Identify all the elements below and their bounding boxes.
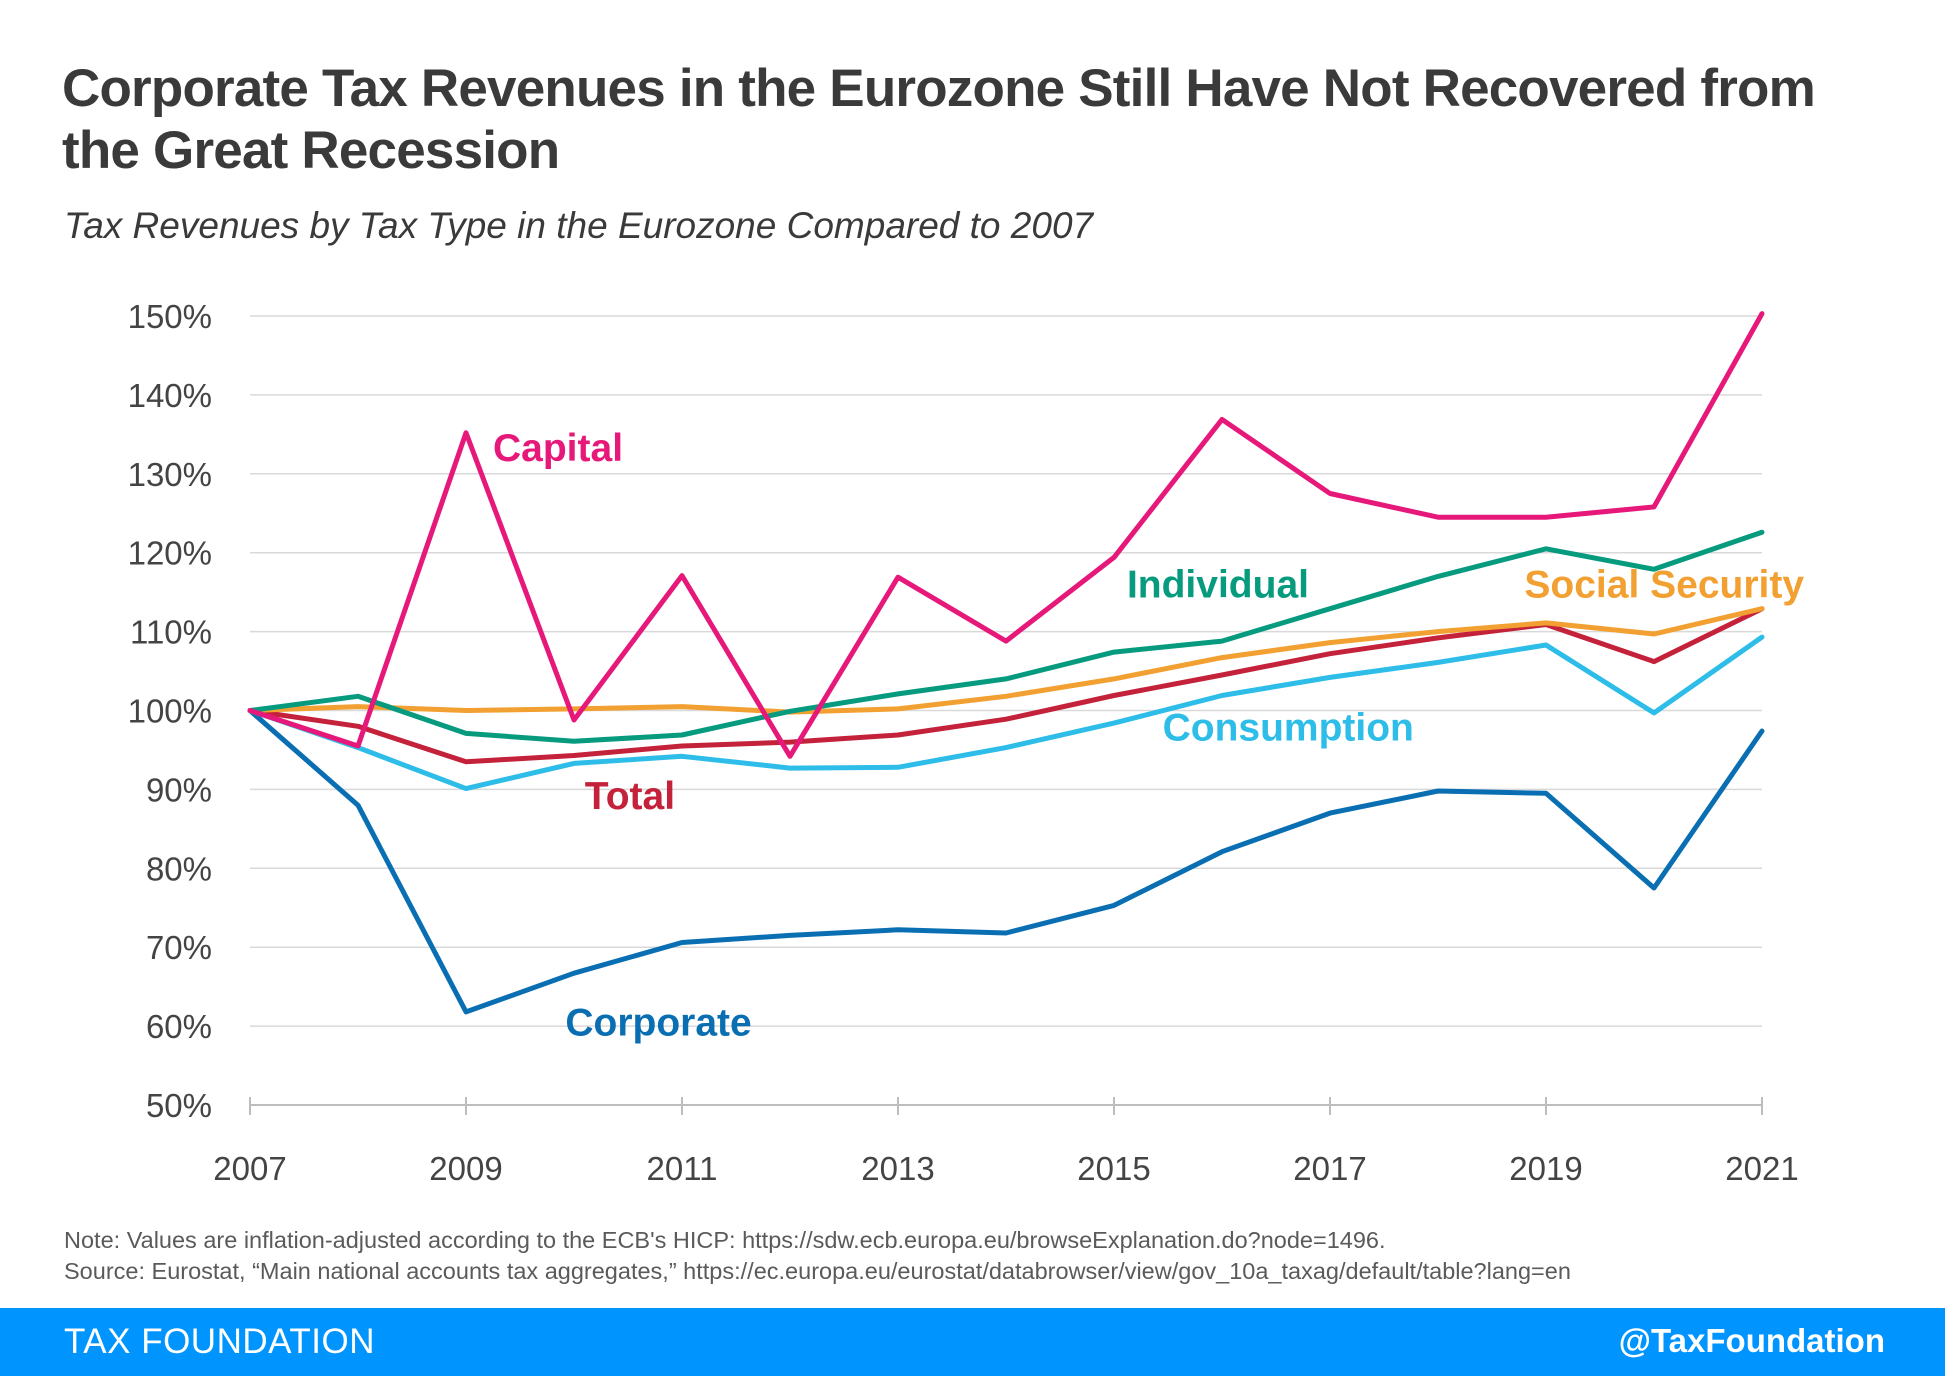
series-label-corporate: Corporate — [565, 1002, 751, 1045]
source-text: Source: Eurostat, “Main national account… — [64, 1258, 1571, 1284]
x-tick-label: 2021 — [1725, 1150, 1798, 1187]
series-line-corporate — [247, 708, 1765, 1015]
y-tick-label: 130% — [128, 456, 212, 493]
y-tick-label: 50% — [146, 1087, 212, 1124]
y-tick-label: 80% — [146, 850, 212, 887]
x-tick-label: 2015 — [1077, 1150, 1150, 1187]
series-line-social-security — [247, 606, 1765, 715]
note-text: Note: Values are inflation-adjusted acco… — [64, 1227, 1386, 1253]
x-tick-label: 2017 — [1293, 1150, 1366, 1187]
gridlines — [250, 315, 1762, 1027]
x-tick-label: 2007 — [213, 1150, 286, 1187]
series-label-total: Total — [585, 775, 675, 818]
y-tick-labels: 50% 60% 70% 80% 90% 100% 110% 120% 130% 140% 150% — [128, 298, 212, 1124]
chart-title: Corporate Tax Revenues in the Eurozone S… — [62, 59, 1816, 180]
series-line-total — [247, 606, 1765, 765]
series-line-individual — [247, 529, 1765, 744]
footer-bar: TAX FOUNDATION @TaxFoundation — [0, 1308, 1945, 1376]
series-label-social-security: Social Security — [1524, 564, 1804, 607]
chart-notes: Note: Values are inflation-adjusted acco… — [64, 1225, 1571, 1287]
series-label-consumption: Consumption — [1163, 706, 1414, 749]
series-labels: Capital Individual Social Security Total Con… — [493, 427, 1804, 1044]
footer-handle: @TaxFoundation — [1618, 1322, 1885, 1359]
y-tick-label: 90% — [146, 771, 212, 808]
x-axis — [249, 1097, 1763, 1115]
y-tick-label: 110% — [130, 614, 212, 651]
x-tick-label: 2009 — [429, 1150, 502, 1187]
x-tick-label: 2011 — [647, 1150, 718, 1187]
y-tick-label: 70% — [146, 929, 212, 966]
series-line-capital — [247, 311, 1765, 759]
x-tick-label: 2013 — [861, 1150, 934, 1187]
chart-subtitle: Tax Revenues by Tax Type in the Eurozone… — [64, 205, 1094, 246]
footer-brand: TAX FOUNDATION — [64, 1322, 375, 1361]
y-tick-label: 120% — [128, 535, 212, 572]
y-tick-label: 150% — [128, 298, 212, 335]
series-line-consumption — [247, 634, 1765, 792]
y-tick-label: 60% — [146, 1008, 212, 1045]
x-tick-labels: 2007 2009 2011 2013 2015 2017 2019 2021 — [213, 1150, 1798, 1187]
y-tick-label: 140% — [128, 377, 212, 414]
line-chart: 50%60%70%80%90%100%110%120%130%140%150% … — [128, 298, 1805, 1187]
y-tick-label: 100% — [128, 693, 212, 730]
series-label-individual: Individual — [1127, 564, 1309, 607]
series-lines — [247, 311, 1765, 1015]
series-label-capital: Capital — [493, 427, 623, 470]
x-tick-label: 2019 — [1509, 1150, 1582, 1187]
